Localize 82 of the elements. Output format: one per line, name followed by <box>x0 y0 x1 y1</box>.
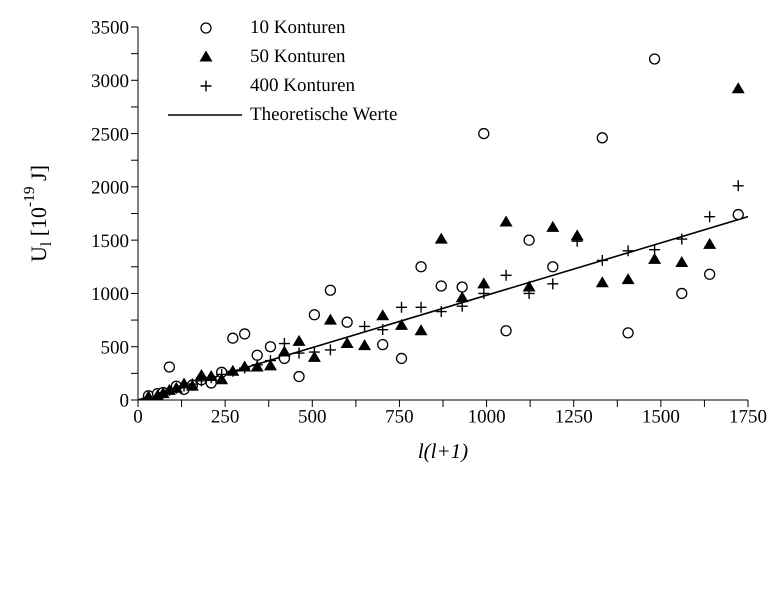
point <box>500 216 513 227</box>
point <box>732 180 744 192</box>
point <box>732 82 745 94</box>
point <box>648 244 661 256</box>
point <box>703 210 716 223</box>
point <box>278 346 291 357</box>
y-tick-label: 3500 <box>91 18 129 39</box>
legend-label: Theoretische Werte <box>250 104 398 126</box>
point <box>324 284 336 296</box>
point <box>396 352 408 364</box>
point <box>434 232 448 244</box>
x-tick-label: 1250 <box>554 406 593 428</box>
x-tick-label: 1750 <box>729 406 767 428</box>
y-tick-label: 1000 <box>91 284 129 306</box>
point <box>227 332 238 344</box>
point <box>500 269 512 282</box>
point <box>547 261 558 272</box>
point <box>522 280 536 292</box>
point <box>703 238 716 249</box>
x-tick-label: 0 <box>133 406 143 428</box>
point <box>676 232 688 246</box>
point <box>324 344 337 356</box>
point <box>414 301 428 314</box>
point <box>456 291 469 302</box>
point <box>546 278 559 290</box>
x-axis-title: l(l+1) <box>418 439 468 463</box>
y-tick-label: 2000 <box>91 178 129 199</box>
point <box>414 324 428 336</box>
point <box>358 320 371 333</box>
point <box>477 277 490 288</box>
point <box>546 220 560 232</box>
legend-label: 50 Konturen <box>250 46 346 68</box>
point <box>622 244 634 257</box>
point <box>415 261 427 272</box>
point <box>435 305 448 318</box>
point <box>622 327 634 339</box>
point <box>596 276 609 288</box>
y-tick-label: 500 <box>100 337 129 358</box>
point <box>341 316 353 328</box>
point <box>732 208 744 220</box>
point <box>239 328 250 340</box>
point <box>395 318 408 330</box>
point <box>292 334 306 346</box>
legend-label: 400 Konturen <box>250 74 356 96</box>
point <box>358 339 372 350</box>
y-tick-label: 1500 <box>91 230 129 252</box>
point <box>675 256 688 268</box>
point <box>340 337 354 348</box>
x-tick-label: 250 <box>210 406 240 428</box>
x-tick-label: 1000 <box>468 406 506 428</box>
x-tick-label: 1500 <box>642 406 680 428</box>
point <box>395 301 408 314</box>
point <box>324 314 337 325</box>
point <box>264 359 277 370</box>
point <box>596 132 608 144</box>
point <box>436 280 447 292</box>
y-tick-label: 0 <box>120 390 129 412</box>
point <box>377 338 388 350</box>
point <box>596 254 608 267</box>
point <box>308 309 320 320</box>
y-tick-label: 2500 <box>91 124 129 146</box>
point <box>252 350 263 361</box>
x-tick-label: 750 <box>385 406 414 428</box>
point <box>478 128 490 140</box>
legend-label: 10 Konturen <box>250 16 346 38</box>
point <box>376 323 389 336</box>
point <box>648 252 662 264</box>
point <box>523 234 535 246</box>
point <box>478 287 490 300</box>
point <box>704 268 716 280</box>
point <box>164 361 176 373</box>
point <box>292 346 306 360</box>
point <box>376 309 390 320</box>
point <box>293 370 305 382</box>
y-tick-label: 3000 <box>91 71 129 92</box>
x-tick-label: 500 <box>298 406 327 428</box>
point <box>622 273 635 284</box>
point <box>500 325 512 336</box>
point <box>264 341 276 352</box>
point <box>456 281 468 293</box>
point <box>648 53 660 65</box>
point <box>676 288 688 300</box>
